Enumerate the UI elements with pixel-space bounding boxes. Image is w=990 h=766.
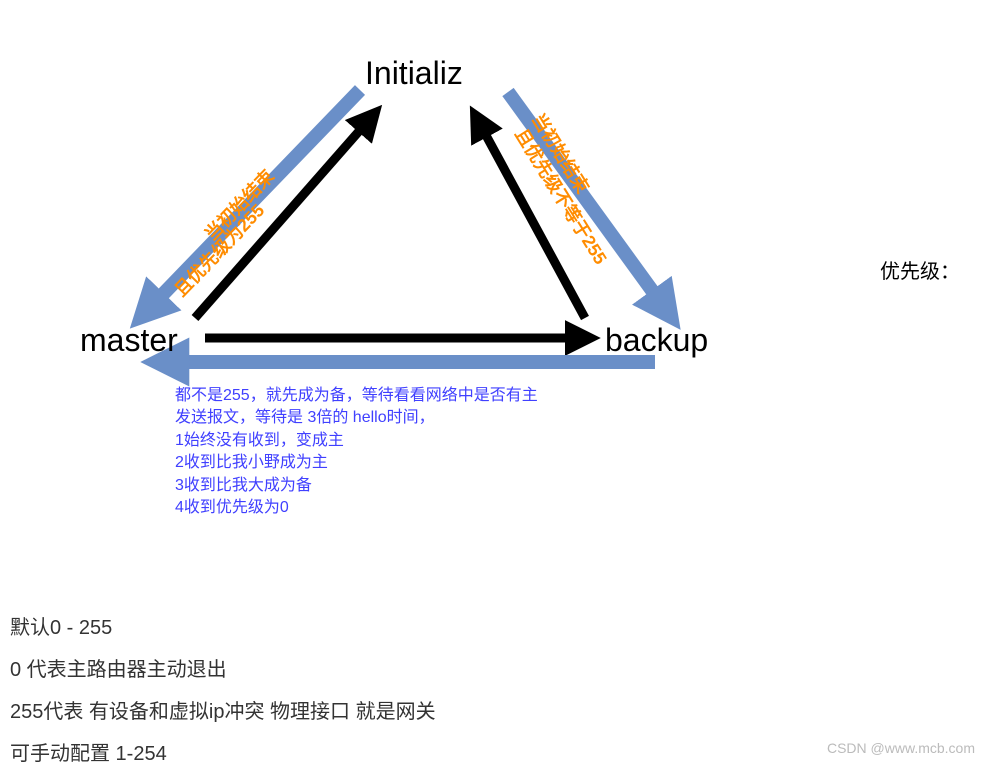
- note-line-4: 2收到比我小野成为主: [175, 452, 538, 474]
- note-line-2: 发送报文，等待是 3倍的 hello时间，: [175, 407, 538, 429]
- state-diagram: Initializ master backup 当初始结束 且优先级为255 当…: [0, 0, 990, 766]
- watermark: CSDN @www.mcb.com: [827, 740, 975, 756]
- node-backup: backup: [605, 322, 708, 359]
- node-initializ: Initializ: [365, 55, 463, 92]
- bottom-line-2: 0 代表主路由器主动退出: [10, 660, 227, 680]
- note-line-3: 1始终没有收到，变成主: [175, 430, 538, 452]
- notes-block: 都不是255，就先成为备，等待看看网络中是否有主 发送报文，等待是 3倍的 he…: [175, 385, 538, 519]
- priority-label: 优先级：: [880, 255, 960, 284]
- note-line-1: 都不是255，就先成为备，等待看看网络中是否有主: [175, 385, 538, 407]
- note-line-5: 3收到比我大成为备: [175, 475, 538, 497]
- bottom-line-3: 255代表 有设备和虚拟ip冲突 物理接口 就是网关: [10, 702, 436, 722]
- node-master: master: [80, 322, 178, 359]
- note-line-6: 4收到优先级为0: [175, 497, 538, 519]
- bottom-line-4: 可手动配置 1-254: [10, 744, 167, 764]
- bottom-line-1: 默认0 - 255: [10, 618, 112, 638]
